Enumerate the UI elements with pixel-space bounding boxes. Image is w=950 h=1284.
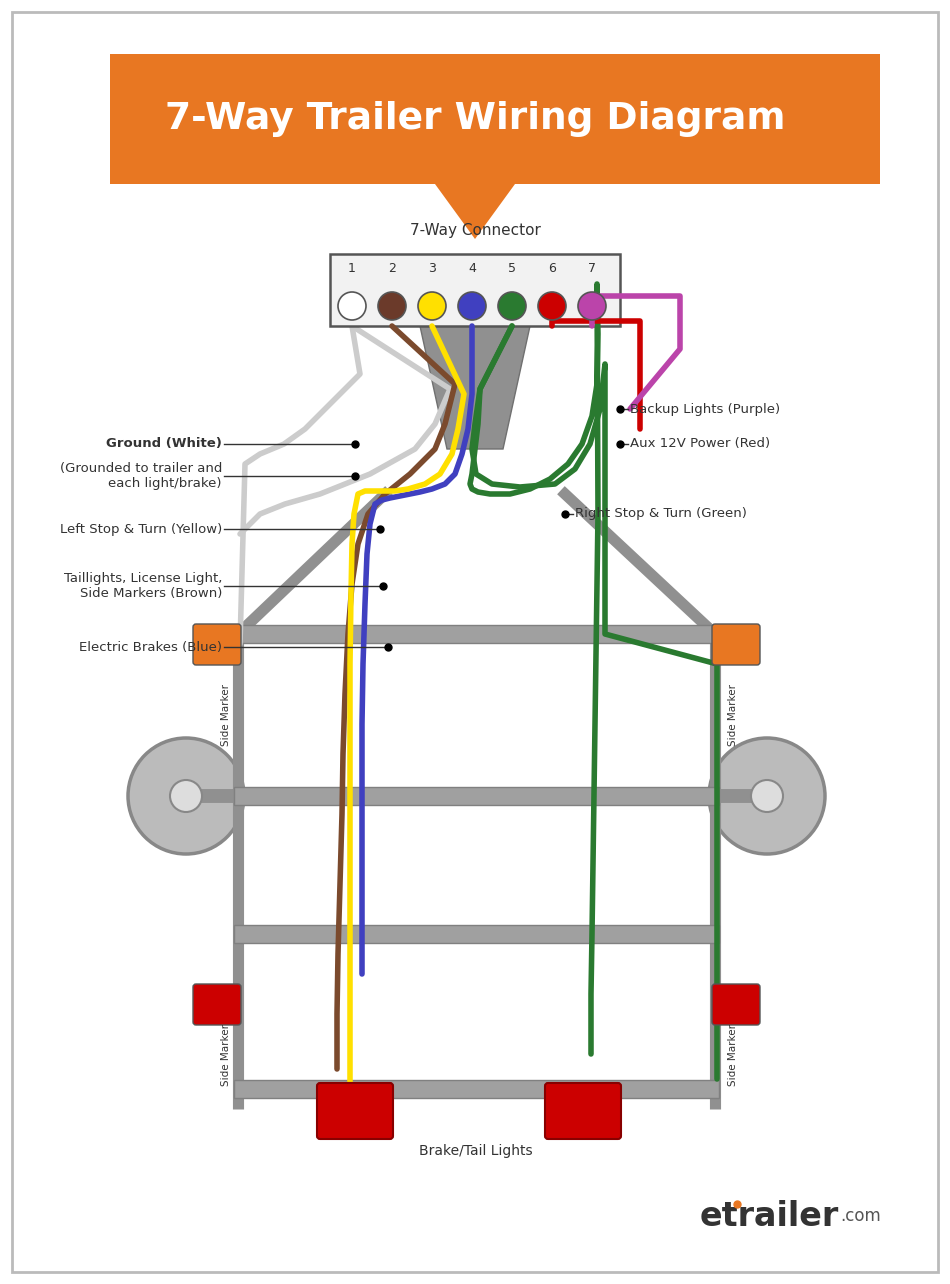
Text: Ground (White): Ground (White) <box>106 438 222 451</box>
Text: .com: .com <box>840 1207 881 1225</box>
FancyBboxPatch shape <box>317 1082 393 1139</box>
Circle shape <box>418 291 446 320</box>
Text: Side Marker: Side Marker <box>221 684 231 746</box>
Text: Taillights, License Light,
Side Markers (Brown): Taillights, License Light, Side Markers … <box>64 571 222 600</box>
Text: Electric Brakes (Blue): Electric Brakes (Blue) <box>79 641 222 654</box>
Circle shape <box>709 738 825 854</box>
Text: Side Marker: Side Marker <box>221 1025 231 1086</box>
FancyBboxPatch shape <box>234 625 719 643</box>
Text: 2: 2 <box>388 262 396 276</box>
FancyBboxPatch shape <box>712 984 760 1025</box>
FancyBboxPatch shape <box>712 624 760 665</box>
Text: Backup Lights (Purple): Backup Lights (Purple) <box>630 402 780 416</box>
Text: Side Marker: Side Marker <box>728 1025 738 1086</box>
Circle shape <box>538 291 566 320</box>
Text: 5: 5 <box>508 262 516 276</box>
Polygon shape <box>435 184 515 239</box>
Text: Brake/Tail Lights: Brake/Tail Lights <box>419 1144 533 1158</box>
Text: Side Marker: Side Marker <box>728 684 738 746</box>
FancyBboxPatch shape <box>234 787 719 805</box>
Circle shape <box>338 291 366 320</box>
FancyBboxPatch shape <box>193 984 241 1025</box>
Text: 6: 6 <box>548 262 556 276</box>
Text: 7-Way Connector: 7-Way Connector <box>409 223 541 238</box>
Circle shape <box>458 291 486 320</box>
Text: 3: 3 <box>428 262 436 276</box>
Text: 4: 4 <box>468 262 476 276</box>
Circle shape <box>170 779 202 811</box>
Text: (Grounded to trailer and
each light/brake): (Grounded to trailer and each light/brak… <box>60 462 222 490</box>
Circle shape <box>378 291 406 320</box>
Text: 7-Way Trailer Wiring Diagram: 7-Way Trailer Wiring Diagram <box>164 101 786 137</box>
Circle shape <box>578 291 606 320</box>
FancyBboxPatch shape <box>545 1082 621 1139</box>
Text: 7: 7 <box>588 262 596 276</box>
Bar <box>330 254 620 326</box>
Bar <box>110 54 880 184</box>
FancyBboxPatch shape <box>234 924 719 942</box>
Text: Right Stop & Turn (Green): Right Stop & Turn (Green) <box>575 507 747 520</box>
FancyBboxPatch shape <box>234 1080 719 1098</box>
Polygon shape <box>420 326 530 449</box>
Text: 1: 1 <box>348 262 356 276</box>
Circle shape <box>128 738 244 854</box>
FancyBboxPatch shape <box>193 624 241 665</box>
Text: etrailer: etrailer <box>700 1199 839 1233</box>
Text: Aux 12V Power (Red): Aux 12V Power (Red) <box>630 438 770 451</box>
Text: Left Stop & Turn (Yellow): Left Stop & Turn (Yellow) <box>60 523 222 535</box>
Circle shape <box>751 779 783 811</box>
Circle shape <box>498 291 526 320</box>
